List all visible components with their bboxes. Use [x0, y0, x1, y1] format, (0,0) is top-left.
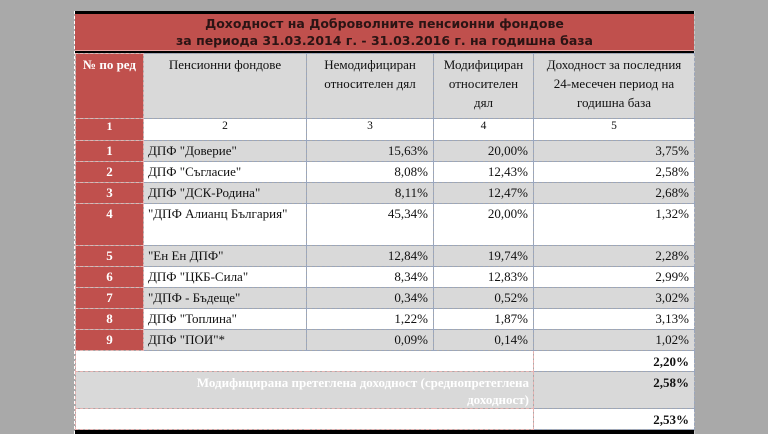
table-row: 1 ДПФ "Доверие" 15,63% 20,00% 3,75% [75, 140, 695, 162]
summary-value: 2,58% [533, 371, 695, 409]
modified-share: 19,74% [433, 245, 534, 267]
fund-name: "ДПФ Алианц България" [143, 203, 307, 246]
fund-return: 2,99% [533, 266, 695, 288]
fund-return: 2,28% [533, 245, 695, 267]
summary-value: 2,20% [533, 350, 695, 372]
modified-share: 0,14% [433, 329, 534, 351]
table-row: 8 ДПФ "Топлина" 1,22% 1,87% 3,13% [75, 308, 695, 330]
summary-label: Немодифицирана претеглена доходност [75, 350, 534, 372]
bottom-border [75, 430, 694, 434]
summary-value: 2,53% [533, 408, 695, 430]
modified-share: 20,00% [433, 140, 534, 162]
title-line-2: за периода 31.03.2014 г. - 31.03.2016 г.… [176, 33, 593, 48]
unmodified-share: 0,34% [306, 287, 434, 309]
summary-row-arithmetic-mean: Средноаритметична доходност 2,53% [75, 408, 695, 430]
fund-name: ДПФ "Топлина" [143, 308, 307, 330]
table-row: 9 ДПФ "ПОИ"* 0,09% 0,14% 1,02% [75, 329, 695, 351]
fund-name: ДПФ "ДСК-Родина" [143, 182, 307, 204]
row-number: 5 [75, 245, 144, 267]
row-number: 2 [75, 161, 144, 183]
header-return: Доходност за последния 24-месечен период… [533, 53, 695, 119]
table-row: 6 ДПФ "ЦКБ-Сила" 8,34% 12,83% 2,99% [75, 266, 695, 288]
row-number: 1 [75, 140, 144, 162]
table-row: 4 "ДПФ Алианц България" 45,34% 20,00% 1,… [75, 203, 695, 246]
modified-share: 1,87% [433, 308, 534, 330]
unmodified-share: 15,63% [306, 140, 434, 162]
modified-share: 12,47% [433, 182, 534, 204]
modified-share: 20,00% [433, 203, 534, 246]
summary-row-modified-weighted: Модифицирана претеглена доходност (средн… [75, 371, 695, 409]
unmodified-share: 45,34% [306, 203, 434, 246]
table-title: Доходност на Доброволните пенсионни фонд… [75, 14, 694, 50]
column-index: 4 [433, 118, 534, 141]
column-index: 2 [143, 118, 307, 141]
fund-name: "Ен Ен ДПФ" [143, 245, 307, 267]
table-row: 7 "ДПФ - Бъдеще" 0,34% 0,52% 3,02% [75, 287, 695, 309]
modified-share: 12,43% [433, 161, 534, 183]
unmodified-share: 12,84% [306, 245, 434, 267]
summary-label: Модифицирана претеглена доходност (средн… [75, 371, 534, 409]
modified-share: 12,83% [433, 266, 534, 288]
fund-name: "ДПФ - Бъдеще" [143, 287, 307, 309]
table-row: 3 ДПФ "ДСК-Родина" 8,11% 12,47% 2,68% [75, 182, 695, 204]
modified-share: 0,52% [433, 287, 534, 309]
unmodified-share: 8,08% [306, 161, 434, 183]
header-unmodified-share: Немодифициран относителен дял [306, 53, 434, 119]
row-number: 4 [75, 203, 144, 246]
column-index: 3 [306, 118, 434, 141]
fund-return: 1,32% [533, 203, 695, 246]
summary-label: Средноаритметична доходност [75, 408, 534, 430]
summary-row-unmodified-weighted: Немодифицирана претеглена доходност 2,20… [75, 350, 695, 372]
row-number: 8 [75, 308, 144, 330]
column-index: 5 [533, 118, 695, 141]
row-number: 6 [75, 266, 144, 288]
table-row: 5 "Ен Ен ДПФ" 12,84% 19,74% 2,28% [75, 245, 695, 267]
title-line-1: Доходност на Доброволните пенсионни фонд… [205, 16, 564, 31]
unmodified-share: 8,11% [306, 182, 434, 204]
table-row: 2 ДПФ "Съгласие" 8,08% 12,43% 2,58% [75, 161, 695, 183]
unmodified-share: 1,22% [306, 308, 434, 330]
fund-return: 3,75% [533, 140, 695, 162]
top-border [75, 11, 694, 14]
fund-name: ДПФ "Съгласие" [143, 161, 307, 183]
fund-name: ДПФ "Доверие" [143, 140, 307, 162]
fund-return: 3,13% [533, 308, 695, 330]
fund-return: 3,02% [533, 287, 695, 309]
column-index: 1 [75, 118, 144, 141]
row-number: 7 [75, 287, 144, 309]
fund-return: 2,58% [533, 161, 695, 183]
fund-name: ДПФ "ЦКБ-Сила" [143, 266, 307, 288]
header-row: № по ред Пенсионни фондове Немодифициран… [75, 53, 695, 119]
fund-name: ДПФ "ПОИ"* [143, 329, 307, 351]
header-number: № по ред [75, 53, 144, 119]
header-modified-share: Модифициран относителен дял [433, 53, 534, 119]
row-number: 9 [75, 329, 144, 351]
header-fund: Пенсионни фондове [143, 53, 307, 119]
title-divider [75, 50, 694, 53]
column-index-row: 1 2 3 4 5 [75, 118, 695, 141]
returns-sheet: Доходност на Доброволните пенсионни фонд… [74, 11, 695, 434]
unmodified-share: 0,09% [306, 329, 434, 351]
row-number: 3 [75, 182, 144, 204]
unmodified-share: 8,34% [306, 266, 434, 288]
pension-funds-table: № по ред Пенсионни фондове Немодифициран… [75, 53, 695, 430]
fund-return: 1,02% [533, 329, 695, 351]
fund-return: 2,68% [533, 182, 695, 204]
